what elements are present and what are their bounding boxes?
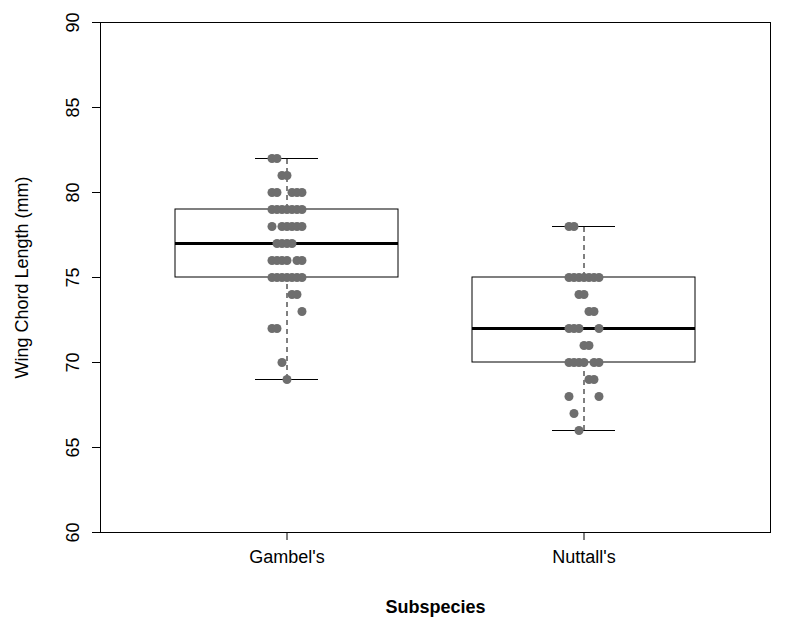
svg-text:85: 85: [63, 97, 83, 117]
svg-text:Wing Chord Length (mm): Wing Chord Length (mm): [12, 176, 32, 378]
svg-text:65: 65: [63, 437, 83, 457]
svg-text:75: 75: [63, 267, 83, 287]
svg-text:60: 60: [63, 522, 83, 542]
svg-text:Nuttall's: Nuttall's: [552, 547, 615, 567]
svg-text:90: 90: [63, 12, 83, 32]
svg-text:70: 70: [63, 352, 83, 372]
svg-text:Gambel's: Gambel's: [249, 547, 324, 567]
svg-text:80: 80: [63, 182, 83, 202]
svg-text:Subspecies: Subspecies: [385, 597, 485, 617]
